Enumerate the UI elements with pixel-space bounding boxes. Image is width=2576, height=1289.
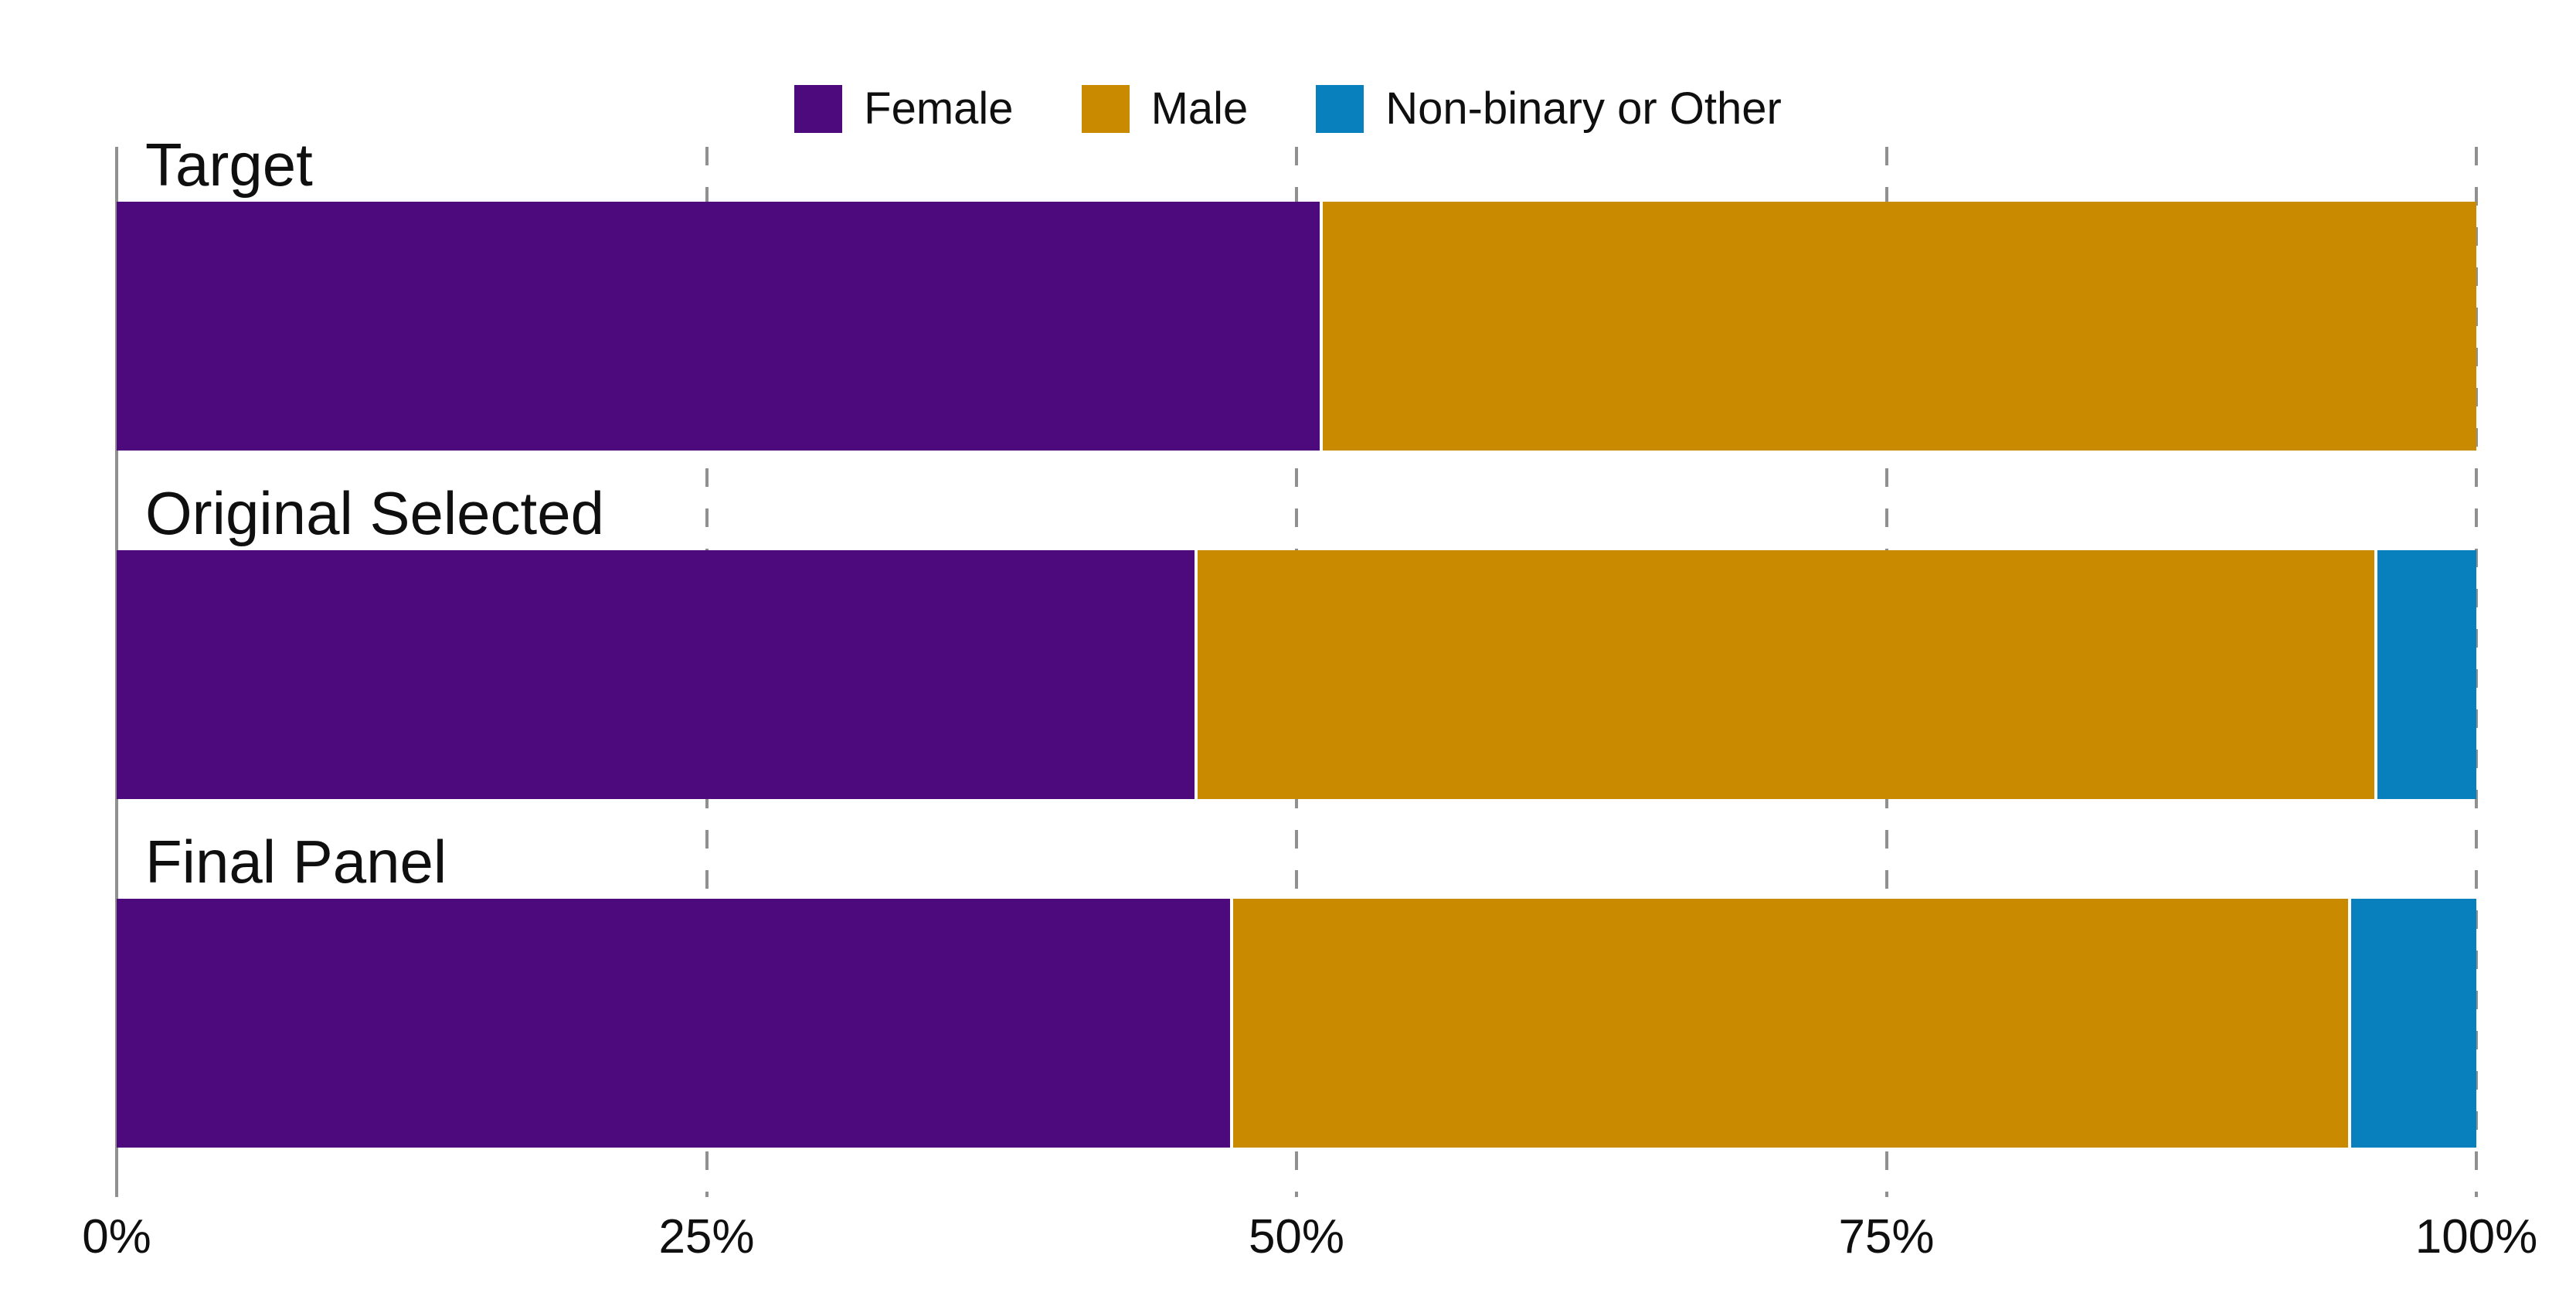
- legend-swatch-female: [794, 85, 843, 133]
- bar-segment-female: [117, 550, 1198, 799]
- category-label-final-panel: Final Panel: [145, 828, 447, 896]
- legend-item-male: Male: [1081, 83, 1249, 134]
- x-tick-label-25: 25%: [658, 1210, 755, 1263]
- legend-label: Non-binary or Other: [1385, 83, 1782, 134]
- x-tick-label-100: 100%: [2415, 1210, 2538, 1263]
- gridline-100: [2475, 147, 2478, 1197]
- bar-segment-male: [1322, 202, 2476, 451]
- x-tick-label-75: 75%: [1838, 1210, 1935, 1263]
- bar-final-panel: [117, 899, 2476, 1148]
- plot-area: Target Original Selected Final Panel: [115, 131, 2478, 1197]
- category-label-target: Target: [145, 131, 313, 199]
- legend-item-female: Female: [794, 83, 1014, 134]
- legend-item-non-binary-or-other: Non-binary or Other: [1316, 85, 1782, 133]
- bar-rows: Target Original Selected Final Panel: [117, 131, 2476, 1197]
- bar-segment-female: [117, 899, 1233, 1148]
- bar-segment-male: [1197, 550, 2377, 799]
- bar-segment-female: [117, 202, 1323, 451]
- bar-target: [117, 202, 2476, 451]
- x-tick-label-0: 0%: [82, 1210, 151, 1263]
- bar-segment-non-binary-or-other: [2351, 899, 2476, 1148]
- legend-label: Male: [1150, 83, 1249, 134]
- x-tick-label-50: 50%: [1248, 1210, 1345, 1263]
- legend-swatch-non-binary-or-other: [1316, 85, 1364, 133]
- chart-legend: Female Male Non-binary or Other: [0, 85, 2576, 133]
- legend-label: Female: [864, 83, 1014, 134]
- legend-swatch-male: [1081, 85, 1130, 133]
- category-label-original-selected: Original Selected: [145, 479, 604, 547]
- bar-segment-non-binary-or-other: [2377, 550, 2476, 799]
- bar-segment-male: [1232, 899, 2352, 1148]
- x-axis-labels: 0% 25% 50% 75% 100%: [82, 1202, 2537, 1272]
- bar-original-selected: [117, 550, 2476, 799]
